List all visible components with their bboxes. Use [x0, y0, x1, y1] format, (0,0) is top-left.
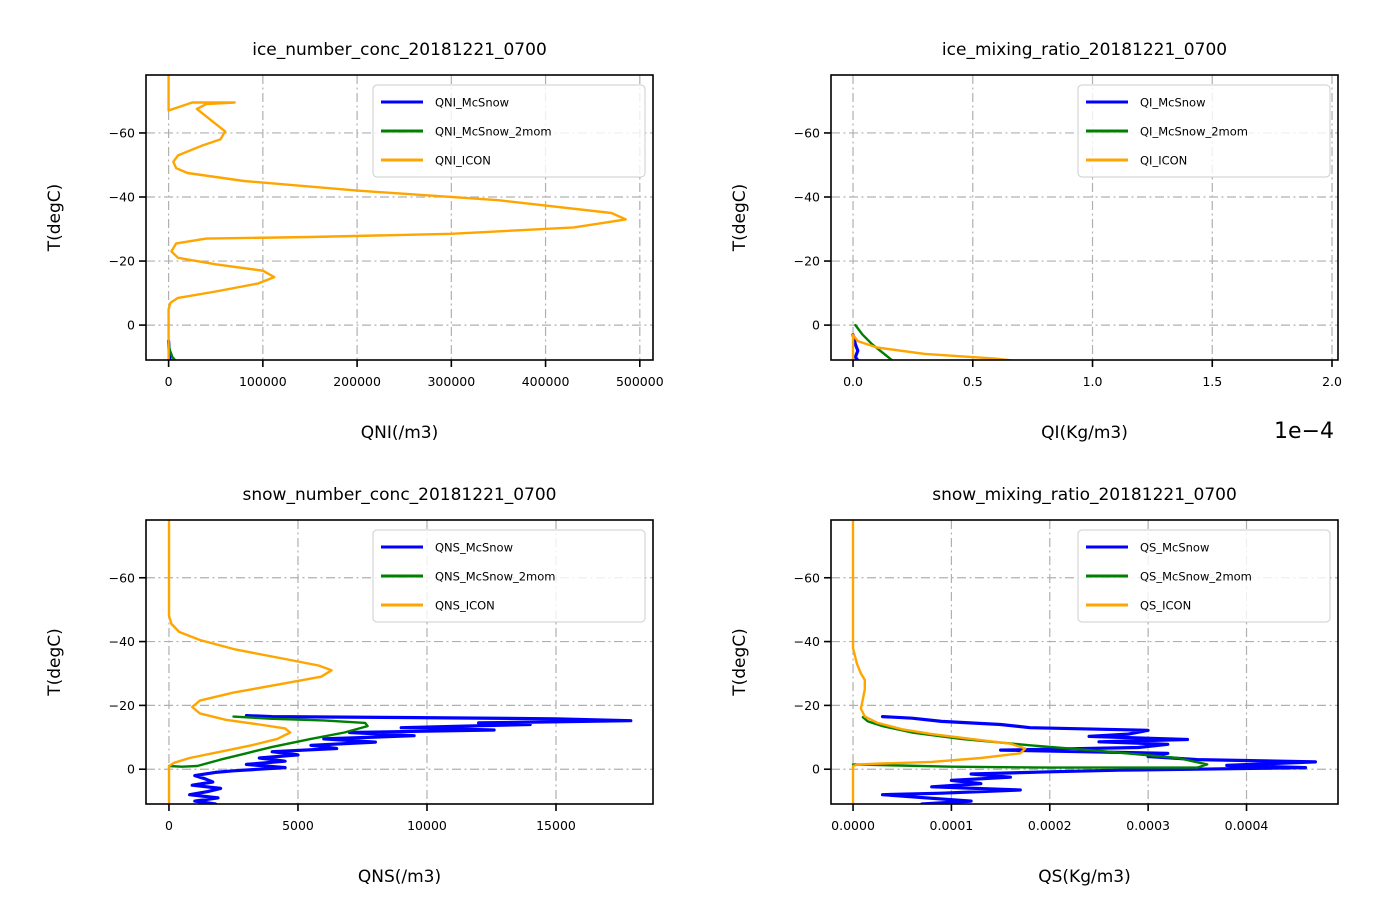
- ticks: 0 100000 200000 300000 400000 500000 −60 −40 −20…: [109, 125, 664, 389]
- series-line-qi-mcsnow: [851, 333, 860, 360]
- y-tick-label: −20: [794, 698, 820, 713]
- x-tick-label: 2.0: [1322, 374, 1342, 389]
- legend-label-qni-mcsnow-2mom: QNI_McSnow_2mom: [435, 125, 552, 139]
- x-tick-label: 0.0000: [831, 818, 875, 833]
- x-tick-label: 1.0: [1083, 374, 1103, 389]
- axes-frame: [145, 74, 654, 361]
- y-axis-label: T(degC): [730, 184, 750, 253]
- y-tick-label: −40: [109, 634, 135, 649]
- y-axis-label: T(degC): [45, 184, 65, 253]
- x-offset-text: 1e−4: [1274, 419, 1334, 444]
- axes-frame: [830, 519, 1339, 805]
- y-tick-label: 0: [812, 318, 820, 333]
- legend-label-qni-mcsnow: QNI_McSnow: [435, 96, 509, 110]
- y-tick-label: −60: [794, 125, 820, 140]
- x-tick-label: 10000: [407, 818, 447, 833]
- subplot-snow-number-conc: 0 5000 10000 15000 −60 −40 −20 0 snow_number_co…: [45, 485, 654, 887]
- series-line-qns-mcsnow-2mom: [167, 715, 369, 768]
- series-layer: [851, 520, 1317, 804]
- x-axis-label: QNI(/m3): [361, 423, 438, 443]
- ticks: 0.0 0.5 1.0 1.5 2.0 −60 −40 −20 0: [794, 125, 1342, 389]
- x-tick-label: 200000: [333, 374, 381, 389]
- subplot-snow-mixing-ratio: 0.0000 0.0001 0.0002 0.0003 0.0004−60−40−200…: [730, 485, 1339, 887]
- series-line-qs-mcsnow: [880, 715, 1317, 804]
- legend-box: [372, 529, 646, 623]
- series-line-qi-mcsnow-2mom: [854, 323, 894, 360]
- x-tick-label: 15000: [536, 818, 576, 833]
- axes-frame: [145, 519, 654, 805]
- y-axis-label: T(degC): [45, 628, 65, 697]
- subplot-title: ice_number_conc_20181221_0700: [252, 40, 547, 60]
- x-tick-label: 100000: [239, 374, 287, 389]
- y-axis-label: T(degC): [730, 628, 750, 697]
- ticks: 0.0000 0.0001 0.0002 0.0003 0.0004 −60 −40 −20 0: [794, 570, 1269, 833]
- legend-label-qs-mcsnow-2mom: QS_McSnow_2mom: [1140, 570, 1252, 584]
- series-layer: [167, 520, 633, 804]
- series-layer: [167, 75, 627, 360]
- series-line-qni-icon: [167, 75, 627, 360]
- x-axis-label: QI(Kg/m3): [1041, 423, 1128, 443]
- y-tick-label: 0: [127, 318, 135, 333]
- x-tick-label: 300000: [427, 374, 475, 389]
- x-tick-label: 0.0003: [1126, 818, 1170, 833]
- ticks: 0 5000 10000 15000 −60 −40 −20 0: [109, 570, 576, 833]
- x-tick-label: 0.0001: [930, 818, 974, 833]
- subplot-title: ice_mixing_ratio_20181221_0700: [942, 40, 1227, 60]
- x-axis-label: QS(Kg/m3): [1038, 867, 1130, 887]
- legend-box: [1077, 84, 1331, 178]
- x-tick-label: 0: [165, 374, 173, 389]
- legend-label-qs-icon: QS_ICON: [1140, 599, 1191, 613]
- x-tick-label: 400000: [522, 374, 570, 389]
- legend-box: [372, 84, 646, 178]
- legend: QI_McSnow QI_McSnow_2mom QI_ICON: [1077, 84, 1331, 178]
- x-tick-label: 0: [165, 818, 173, 833]
- y-tick-label: −60: [109, 125, 135, 140]
- x-axis-label: QNS(/m3): [358, 867, 441, 887]
- subplot-ice-mixing-ratio: 0.0 0.5 1.0 1.5 2.0 −60 −40 −20 0 ice_mixing_rat…: [730, 40, 1342, 444]
- series-layer: [851, 323, 1018, 360]
- legend-label-qns-mcsnow: QNS_McSnow: [435, 541, 513, 555]
- legend-label-qi-icon: QI_ICON: [1140, 154, 1187, 168]
- y-tick-label: −40: [794, 190, 820, 205]
- series-line-qs-mcsnow-2mom: [851, 716, 1209, 769]
- series-line-qns-mcsnow: [188, 714, 633, 804]
- y-tick-label: −60: [109, 570, 135, 585]
- axes-frame: [830, 74, 1339, 361]
- legend-label-qns-icon: QNS_ICON: [435, 599, 495, 613]
- x-tick-label: 0.0002: [1028, 818, 1072, 833]
- x-tick-label: 0.5: [963, 374, 983, 389]
- legend-box: [1077, 529, 1331, 623]
- series-line-qs-icon: [851, 520, 1027, 804]
- legend: QNI_McSnow QNI_McSnow_2mom QNI_ICON: [372, 84, 646, 178]
- legend-label-qs-mcsnow: QS_McSnow: [1140, 541, 1209, 555]
- legend-label-qni-icon: QNI_ICON: [435, 154, 491, 168]
- x-tick-label: 5000: [282, 818, 314, 833]
- subplot-title: snow_mixing_ratio_20181221_0700: [932, 485, 1237, 505]
- legend-label-qi-mcsnow-2mom: QI_McSnow_2mom: [1140, 125, 1248, 139]
- series-line-qni-mcsnow-2mom: [167, 343, 177, 360]
- legend: QNS_McSnow QNS_McSnow_2mom QNS_ICON: [372, 529, 646, 623]
- legend: QS_McSnow QS_McSnow_2mom QS_ICON: [1077, 529, 1331, 623]
- y-tick-label: −20: [109, 254, 135, 269]
- subplot-ice-number-conc: 0 100000 200000 300000 400000 500000 −60 −40 −20…: [45, 40, 664, 443]
- x-tick-label: 0.0: [843, 374, 863, 389]
- subplot-title: snow_number_conc_20181221_0700: [243, 485, 557, 505]
- y-tick-label: −20: [109, 698, 135, 713]
- legend-label-qns-mcsnow-2mom: QNS_McSnow_2mom: [435, 570, 556, 584]
- y-tick-label: 0: [812, 762, 820, 777]
- y-tick-label: 0: [127, 762, 135, 777]
- series-line-qns-icon: [167, 520, 333, 804]
- y-tick-label: −20: [794, 254, 820, 269]
- y-tick-label: −40: [794, 634, 820, 649]
- y-tick-label: −40: [109, 190, 135, 205]
- x-tick-label: 1.5: [1202, 374, 1222, 389]
- x-tick-label: 0.0004: [1225, 818, 1269, 833]
- y-tick-label: −60: [794, 570, 820, 585]
- x-tick-label: 500000: [616, 374, 664, 389]
- legend-label-qi-mcsnow: QI_McSnow: [1140, 96, 1205, 110]
